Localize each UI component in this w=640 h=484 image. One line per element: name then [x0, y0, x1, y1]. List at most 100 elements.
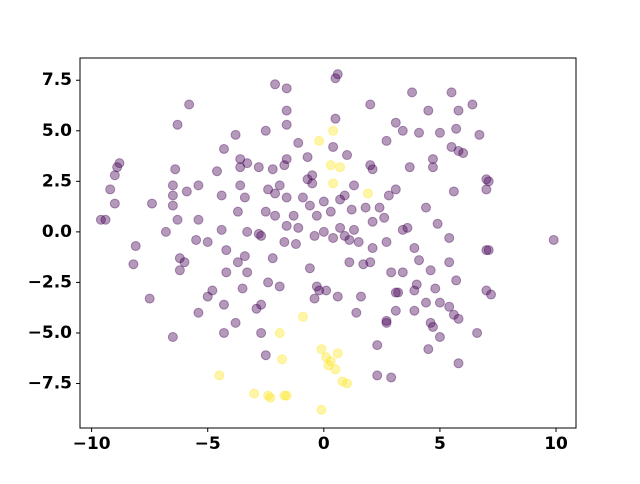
point	[167, 190, 178, 201]
point	[235, 162, 246, 173]
point	[390, 117, 401, 128]
point	[267, 164, 278, 175]
point	[390, 287, 401, 298]
point	[374, 202, 385, 213]
point	[293, 222, 304, 233]
point	[309, 293, 320, 304]
point	[109, 198, 120, 209]
point	[212, 166, 223, 177]
point	[381, 317, 392, 328]
point	[112, 162, 123, 173]
point	[260, 350, 271, 361]
point	[230, 129, 241, 140]
point	[432, 218, 443, 229]
point	[367, 243, 378, 254]
point	[383, 190, 394, 201]
point	[390, 305, 401, 316]
point	[444, 232, 455, 243]
point	[191, 234, 202, 245]
x-tick-label: −5	[195, 434, 221, 454]
point	[453, 146, 464, 157]
point	[349, 224, 360, 235]
point	[407, 87, 418, 98]
point	[323, 360, 334, 371]
point	[372, 340, 383, 351]
point	[302, 152, 313, 163]
point	[130, 241, 141, 252]
point	[193, 307, 204, 318]
point	[337, 376, 348, 387]
point	[404, 162, 415, 173]
point	[367, 216, 378, 227]
point	[344, 257, 355, 268]
point	[372, 370, 383, 381]
point	[328, 232, 339, 243]
point	[181, 186, 192, 197]
point	[342, 378, 353, 389]
point	[167, 200, 178, 211]
point	[423, 344, 434, 355]
point	[281, 220, 292, 231]
point	[263, 277, 274, 288]
point	[290, 239, 301, 250]
point	[253, 162, 264, 173]
point	[483, 245, 494, 256]
point	[253, 228, 264, 239]
point	[402, 222, 413, 233]
point	[202, 236, 213, 247]
point	[167, 180, 178, 191]
point	[351, 307, 362, 318]
point	[453, 358, 464, 369]
point	[221, 245, 232, 256]
point	[274, 281, 285, 292]
point	[274, 180, 285, 191]
point	[263, 184, 274, 195]
point	[251, 303, 262, 314]
point	[335, 194, 346, 205]
point	[109, 170, 120, 181]
point	[167, 332, 178, 343]
point	[486, 289, 497, 300]
point	[267, 253, 278, 264]
point	[316, 404, 327, 415]
point	[397, 267, 408, 278]
point	[467, 99, 478, 110]
point	[321, 352, 332, 363]
point	[218, 299, 229, 310]
point	[448, 309, 459, 320]
point	[304, 263, 315, 274]
point	[458, 148, 469, 159]
point	[100, 214, 111, 225]
point	[221, 267, 232, 278]
y-tick-label: −5.0	[28, 323, 73, 343]
point	[114, 158, 125, 169]
point	[309, 230, 320, 241]
point	[263, 390, 274, 401]
point	[321, 285, 332, 296]
point	[281, 154, 292, 165]
point	[444, 257, 455, 268]
point	[256, 327, 267, 338]
point	[316, 344, 327, 355]
point	[216, 190, 227, 201]
point	[307, 178, 318, 189]
point	[409, 285, 420, 296]
point	[362, 188, 373, 199]
point	[239, 192, 250, 203]
point	[281, 192, 292, 203]
point	[330, 73, 341, 84]
point	[349, 180, 360, 191]
point	[193, 180, 204, 191]
point	[279, 236, 290, 247]
point	[144, 293, 155, 304]
point	[434, 297, 445, 308]
point	[411, 279, 422, 290]
point	[332, 348, 343, 359]
point	[288, 210, 299, 221]
point	[339, 230, 350, 241]
point	[472, 327, 483, 338]
point	[297, 311, 308, 322]
point	[311, 281, 322, 292]
point	[451, 275, 462, 286]
point	[328, 178, 339, 189]
